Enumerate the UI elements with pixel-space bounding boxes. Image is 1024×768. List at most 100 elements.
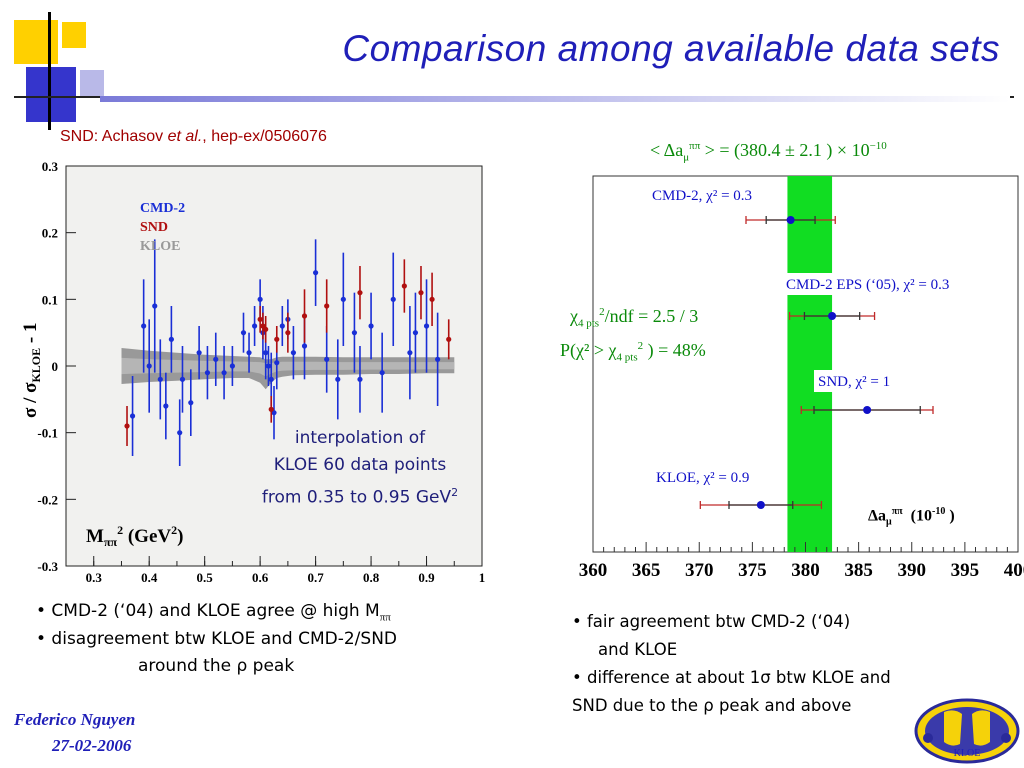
legend-snd: SND [140,220,168,235]
right-x-tick-label: 365 [632,560,661,581]
cmd2-point [407,350,413,356]
average-band-rect [787,176,833,552]
cmd2-point [279,323,285,329]
cmd2-point [157,376,163,382]
left-bullet-3: around the ρ peak [138,655,295,676]
cmd2-point [290,350,297,356]
snd-point [268,406,274,412]
right-bullet-2: and KLOE [598,640,678,660]
left-y-tick-label: 0.3 [42,159,59,174]
left-y-tick-label: 0.2 [42,226,58,241]
left-axes: 0.3 0.4 0.5 0.6 0.7 0.8 0.9 1 -0.3 -0.2 -0.1 0 0.1 0.… [37,159,485,585]
cmd2-point [423,323,430,329]
presentation-date: 27-02-2006 [52,736,132,755]
kloe-logo: KLOE [914,698,1020,764]
snd-point [324,303,330,309]
measurement-label: CMD-2 EPS (‘05), χ² = 0.3 [786,277,949,293]
page-title: Comparison among available data sets [342,28,1000,69]
decor-gradient-bar [100,96,1010,102]
cmd2-point [263,350,269,356]
cmd2-point [257,296,263,302]
cmd2-point [188,400,194,406]
right-x-tick-label: 380 [791,560,820,581]
decor-yellow-square [14,20,58,64]
decor-blue-square-light [80,70,104,96]
snd-point [429,296,435,302]
left-x-tick-label: 0.8 [363,570,380,585]
right-bullet-1: • fair agreement btw CMD-2 (‘04) [572,612,851,631]
measurement-point [756,501,765,509]
snd-point [263,326,269,332]
cmd2-point [324,356,330,362]
measurement-label-bg [652,466,766,488]
right-x-tick-label: 375 [738,560,767,581]
left-x-tick-label: 1 [479,570,486,585]
right-bullet-3: • difference at about 1σ btw KLOE and [572,668,891,688]
legend-cmd2: CMD-2 [140,201,185,216]
measurement-point [828,312,837,320]
cmd2-point [301,343,308,349]
average-band [787,176,833,552]
measurement-label: KLOE, χ² = 0.9 [656,470,749,486]
right-header: < Δaμππ > = (380.4 ± 2.1 ) × 10−10 [650,140,887,164]
left-x-tick-label: 0.3 [86,570,103,585]
cmd2-point [340,296,346,302]
snd-point [401,283,407,289]
cmd2-point [146,363,152,369]
cmd2-point [368,323,374,329]
snd-point [285,330,291,336]
left-xlabel: Mππ2 (GeV2) [86,523,183,549]
snd-point [357,290,363,296]
decor-vertical-line [48,12,51,130]
measurement-label-bg [648,184,770,206]
cmd2-point [435,356,441,362]
note-line-1: interpolation of [294,428,426,448]
cmd2-point [313,270,319,276]
cmd2-point [335,376,341,382]
cmd2-point [177,430,183,436]
left-chart: 0.3 0.4 0.5 0.6 0.7 0.8 0.9 1 -0.3 -0.2 -0.1 0 0.1 0.… [20,159,485,585]
cmd2-point [204,370,211,376]
right-x-tick-label: 400 [1004,560,1024,581]
cmd2-point [229,363,235,369]
snd-point [418,290,424,296]
right-x-tick-label: 395 [951,560,980,581]
cmd2-point [168,336,174,342]
cmd2-point [152,303,158,309]
cmd2-point [390,296,396,302]
left-y-tick-label: 0 [52,359,59,374]
note-line-2: KLOE 60 data points [273,455,447,475]
chi2-probability: P(χ² > χ4 pts2 ) = 48% [560,340,706,364]
logo-text: KLOE [954,748,981,759]
right-x-tick-label: 360 [579,560,608,581]
left-y-tick-label: 0.1 [42,292,58,307]
left-bullet-2: • disagreement btw KLOE and CMD-2/SND [36,629,398,650]
right-chart: CMD-2, χ² = 0.3 CMD-2 EPS (‘05), χ² = 0.3… [579,175,1024,581]
left-x-tick-label: 0.5 [197,570,214,585]
cmd2-point [179,376,186,382]
right-x-tick-label: 385 [844,560,873,581]
left-y-tick-label: -0.3 [37,559,58,574]
interpolation-note: interpolation of KLOE 60 data points fro… [236,425,484,512]
logo-face-left [944,710,962,746]
cmd2-point [251,323,258,329]
right-x-tick-label: 390 [898,560,927,581]
cmd2-point [196,350,202,356]
right-x-tick-label: 370 [685,560,714,581]
cmd2-point [129,413,136,419]
left-bullets: • CMD-2 (‘04) and KLOE agree @ high Mππ … [36,598,516,679]
left-x-tick-label: 0.7 [307,570,324,585]
decor-blue-square [26,67,76,122]
left-y-tick-label: -0.2 [37,492,58,507]
snd-point [124,423,130,429]
measurement-label-bg [782,273,985,295]
cmd2-point [246,350,252,356]
left-y-tick-label: -0.1 [37,426,58,441]
logo-dot-left [923,733,933,743]
citation: SND: Achasov et al., hep-ex/0506076 [60,128,327,145]
left-legend: CMD-2 SND KLOE [140,201,185,254]
right-xaxis-title: Δaμππ (10-10 ) [868,506,955,528]
logo-face-right [972,710,990,746]
cmd2-point [163,403,169,409]
measurement-point [786,216,795,224]
